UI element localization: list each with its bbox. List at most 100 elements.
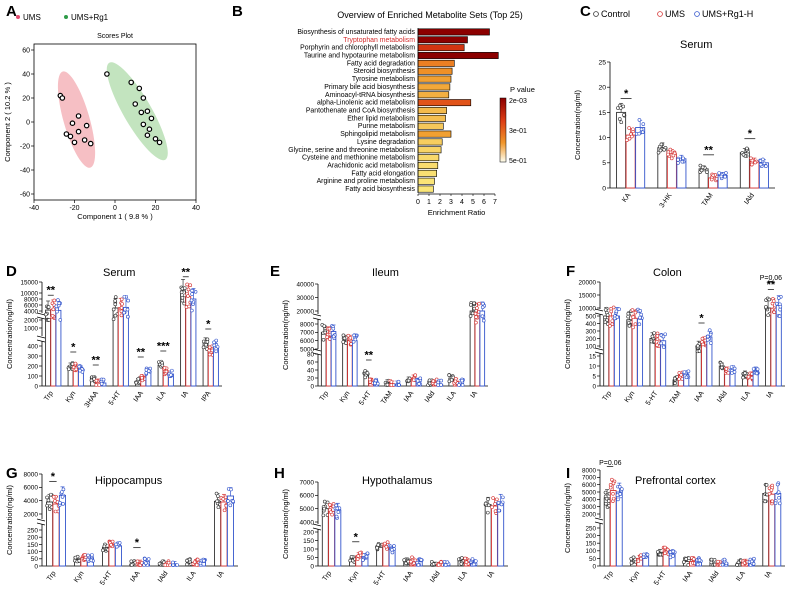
legend-rg1-label: UMS+Rg1: [71, 13, 109, 22]
data-point: [642, 552, 646, 557]
data-point: [707, 328, 712, 332]
y-tick-label: 40: [307, 367, 315, 374]
axis-break-mark: [312, 348, 322, 352]
data-point: [397, 383, 401, 387]
data-point: [46, 498, 51, 503]
data-point: [436, 380, 440, 385]
data-point: [622, 113, 626, 117]
data-point: [114, 542, 118, 547]
plot-title: Serum: [103, 267, 135, 279]
data-point: [483, 501, 488, 506]
y-tick-label: -60: [20, 192, 30, 199]
data-point: [621, 104, 626, 109]
significance-label: *: [699, 313, 704, 325]
data-point: [119, 297, 124, 302]
x-category-label: 5-HT: [645, 390, 660, 407]
data-point: [188, 283, 193, 288]
data-point: [214, 338, 219, 343]
y-tick-label: 15000: [578, 292, 596, 299]
panel-b: B Overview of Enriched Metabolite Sets (T…: [232, 3, 535, 217]
y-tick-label: 50: [589, 556, 597, 563]
data-point: [473, 311, 478, 316]
data-point: [119, 306, 124, 310]
data-point: [604, 496, 609, 501]
x-tick-label: 3: [449, 199, 453, 206]
colorbar-tick-label: 2e-03: [509, 98, 527, 105]
data-point: [101, 548, 105, 553]
bar-control: [321, 508, 329, 567]
y-tick-label: 20: [307, 375, 315, 382]
bar-control: [649, 338, 656, 387]
x-axis-label: Enrichment Ratio: [428, 208, 486, 217]
x-category-label: Kyn: [624, 390, 637, 404]
y-tick-label: 7000: [300, 330, 315, 337]
panel-e: E Ileum Concentration(ng/ml) 02040608050006…: [270, 263, 488, 407]
bar-ums: [50, 308, 57, 387]
data-point: [57, 301, 61, 306]
significance-label: *: [354, 531, 359, 543]
data-point: [221, 497, 226, 501]
data-point: [336, 510, 341, 514]
legend-marker-ums: [657, 11, 663, 17]
metabolite-set-label: Taurine and hypotaurine metabolism: [304, 52, 415, 59]
data-point: [637, 322, 642, 326]
data-point: [110, 539, 115, 544]
significance-label: *: [206, 319, 211, 331]
data-point: [447, 373, 451, 377]
axis-break-mark: [594, 347, 604, 351]
data-point: [113, 299, 117, 303]
bar-control: [765, 307, 772, 387]
data-point: [652, 331, 656, 335]
data-point: [463, 556, 467, 561]
data-point: [335, 506, 340, 511]
data-point: [325, 500, 330, 505]
data-point: [716, 559, 720, 564]
y-tick-label: 200: [585, 533, 596, 540]
significance-label: *: [748, 128, 753, 140]
metabolite-set-label: Porphyrin and chlorophyll metabolism: [300, 45, 415, 52]
score-point: [83, 122, 90, 129]
data-point: [741, 375, 745, 380]
significance-label: **: [767, 279, 776, 291]
data-point: [770, 499, 775, 504]
bar-control: [214, 500, 222, 567]
data-point: [163, 563, 168, 567]
y-tick-label: 100: [585, 343, 596, 350]
y-tick-label: 0: [592, 383, 596, 390]
y-tick-label: 2000: [582, 511, 597, 518]
data-point: [668, 147, 673, 152]
x-category-label: IAld: [743, 192, 756, 206]
bar-rg1: [114, 545, 122, 567]
data-point: [637, 118, 642, 122]
x-category-label: IAld: [424, 390, 437, 404]
x-category-label: Trp: [322, 570, 334, 582]
plot-title: Hypothalamus: [362, 475, 433, 487]
significance-label: P=0.06: [599, 460, 621, 467]
data-point: [631, 325, 635, 330]
data-point: [620, 487, 624, 491]
data-point: [769, 488, 774, 492]
bar-ums: [325, 332, 332, 387]
data-point: [637, 131, 641, 136]
data-point: [469, 303, 473, 307]
axis-break-mark: [594, 351, 604, 355]
axis-break-mark: [36, 518, 46, 522]
data-point: [486, 510, 490, 515]
y-axis-label: Concentration(ng/ml): [5, 298, 14, 369]
data-point: [673, 376, 677, 381]
x-category-label: Trp: [602, 390, 614, 402]
data-point: [413, 558, 418, 563]
rg1-confidence-ellipse: [106, 62, 168, 161]
enrichment-bar: [417, 52, 499, 59]
y-tick-label: 0: [592, 563, 596, 570]
data-point: [204, 342, 208, 347]
data-point: [49, 492, 53, 497]
data-point: [619, 120, 624, 125]
data-point: [439, 383, 443, 387]
data-point: [60, 490, 64, 494]
data-point: [160, 363, 165, 368]
y-tick-label: 7000: [300, 479, 315, 486]
data-point: [166, 560, 171, 565]
metabolite-set-label: Fatty acid biosynthesis: [345, 186, 415, 193]
y-tick-label: 40: [22, 72, 30, 79]
